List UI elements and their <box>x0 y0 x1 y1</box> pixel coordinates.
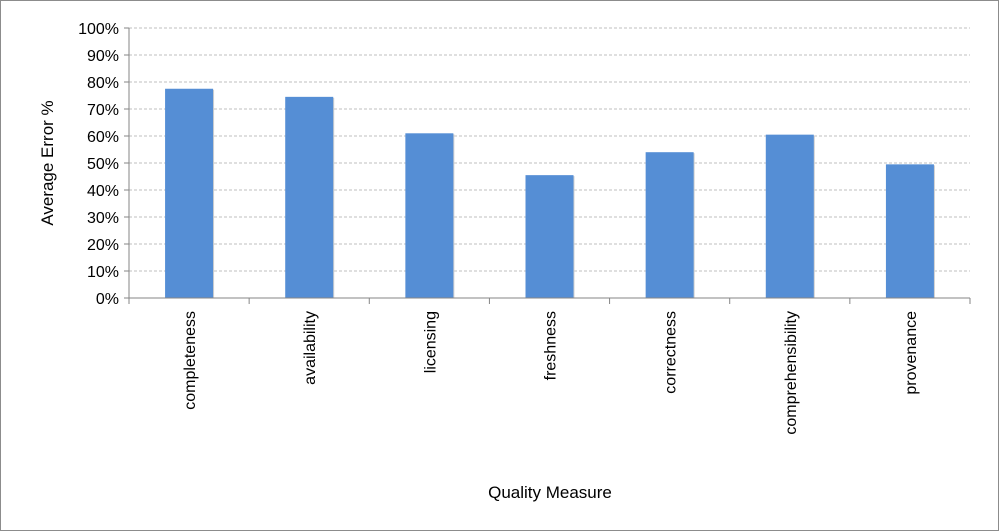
y-tick-label: 90% <box>87 48 119 65</box>
x-tick-label: licensing <box>422 311 439 373</box>
y-tick-label: 50% <box>87 156 119 173</box>
y-tick-label: 0% <box>96 291 119 308</box>
x-tick-label: freshness <box>543 311 560 380</box>
y-tick-label: 40% <box>87 183 119 200</box>
y-tick-label: 100% <box>78 21 119 38</box>
y-axis-title: Average Error % <box>38 100 57 225</box>
bar-licensing <box>405 133 454 298</box>
x-tick-label: availability <box>302 311 319 385</box>
x-axis-title: Quality Measure <box>488 483 612 502</box>
x-tick-labels: completeness availability licensing freshne… <box>182 311 920 435</box>
y-tick-label: 80% <box>87 75 119 92</box>
x-tick-label: completeness <box>182 311 199 410</box>
axes <box>124 27 971 304</box>
x-tick-label: comprehensibility <box>783 311 800 435</box>
bar-provenance <box>885 164 934 298</box>
gridlines <box>129 27 970 272</box>
y-tick-labels: 0% 10% 20% 30% 40% 50% 60% 70% 80% 90% 100% <box>78 21 119 308</box>
bar-completeness <box>165 88 214 298</box>
bar-freshness <box>525 175 574 298</box>
bar-availability <box>285 96 334 298</box>
y-tick-label: 60% <box>87 129 119 146</box>
x-tick-label: provenance <box>903 311 920 395</box>
bars <box>165 88 935 298</box>
y-tick-label: 10% <box>87 264 119 281</box>
y-tick-label: 20% <box>87 237 119 254</box>
x-tick-label: correctness <box>663 311 680 394</box>
y-tick-label: 30% <box>87 210 119 227</box>
bar-correctness <box>645 152 694 298</box>
y-tick-label: 70% <box>87 102 119 119</box>
bar-comprehensibility <box>765 134 814 298</box>
